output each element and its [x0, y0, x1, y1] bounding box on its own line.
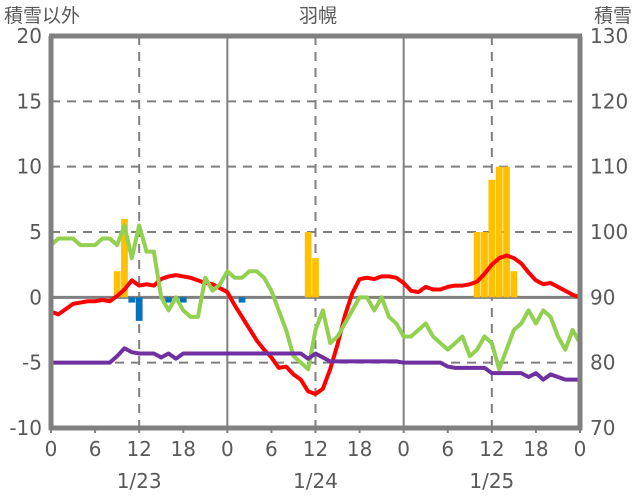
- line-積雪: [49, 223, 582, 372]
- y-axis-tick-label: -10: [9, 416, 42, 440]
- left-axis-title: 積雪以外: [4, 5, 80, 27]
- bar-降水量: [113, 271, 121, 298]
- y2-axis-tick-label: 90: [590, 285, 615, 309]
- y-axis-tick-label: 20: [17, 24, 42, 48]
- right-axis-title: 積雪: [594, 5, 632, 27]
- y-axis-tick-label: 15: [17, 89, 42, 113]
- bar-降水量: [304, 232, 312, 298]
- bar-負の値: [128, 297, 136, 303]
- line-風速: [49, 346, 582, 382]
- x-axis-tick-label: 0: [45, 437, 58, 461]
- line-気温: [49, 253, 582, 397]
- x-axis-tick-label: 6: [265, 437, 278, 461]
- bar-降水量: [510, 271, 518, 298]
- y2-axis-tick-label: 80: [590, 351, 615, 375]
- bar-負の値: [179, 297, 187, 303]
- x-axis-day-label: 1/24: [293, 469, 338, 493]
- x-axis-tick-label: 18: [523, 437, 548, 461]
- y2-axis-tick-label: 130: [590, 24, 628, 48]
- y2-axis-tick-label: 120: [590, 89, 628, 113]
- y2-axis-tick-label: 70: [590, 416, 615, 440]
- bar-負の値: [135, 297, 143, 321]
- x-axis-tick-label: 12: [479, 437, 504, 461]
- bar-負の値: [238, 297, 246, 303]
- x-axis-tick-label: 12: [126, 437, 151, 461]
- x-axis-tick-label: 12: [303, 437, 328, 461]
- bar-降水量: [488, 179, 496, 298]
- x-axis-tick-label: 18: [171, 437, 196, 461]
- bar-降水量: [481, 232, 488, 298]
- chart-title: 羽幌: [299, 5, 337, 27]
- x-axis-day-label: 1/23: [117, 469, 162, 493]
- bar-降水量: [312, 258, 319, 298]
- x-axis-tick-label: 6: [441, 437, 454, 461]
- bar-降水量: [473, 232, 481, 298]
- x-axis-tick-label: 0: [397, 437, 410, 461]
- x-axis-day-label: 1/25: [469, 469, 514, 493]
- y-axis-tick-label: 0: [29, 285, 42, 309]
- x-axis-tick-label: 0: [574, 437, 587, 461]
- y-axis-tick-label: 10: [17, 155, 42, 179]
- y2-axis-tick-label: 110: [590, 155, 628, 179]
- y-axis-tick-label: -5: [22, 351, 42, 375]
- bar-降水量: [495, 166, 503, 298]
- bar-負の値: [165, 297, 172, 303]
- bar-降水量: [503, 166, 510, 298]
- y2-axis-tick-label: 100: [590, 220, 628, 244]
- x-axis-tick-label: 6: [89, 437, 102, 461]
- bar-降水量: [121, 218, 128, 298]
- y-axis-tick-label: 5: [29, 220, 42, 244]
- x-axis-tick-label: 0: [221, 437, 234, 461]
- x-axis-tick-label: 18: [347, 437, 372, 461]
